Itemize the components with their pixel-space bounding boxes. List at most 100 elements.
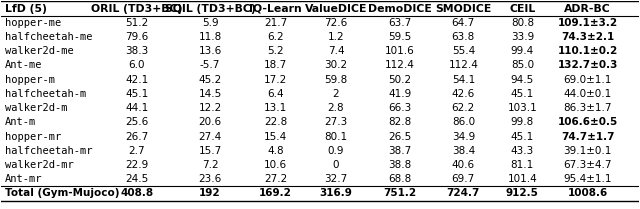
Text: 86.3±1.7: 86.3±1.7: [563, 103, 612, 113]
Text: LfD (5): LfD (5): [4, 4, 47, 14]
Text: 5.2: 5.2: [267, 46, 284, 56]
Text: 751.2: 751.2: [383, 188, 416, 198]
Text: 26.5: 26.5: [388, 131, 412, 141]
Text: 12.2: 12.2: [198, 103, 221, 113]
Text: 45.1: 45.1: [511, 131, 534, 141]
Text: 18.7: 18.7: [264, 60, 287, 70]
Text: 192: 192: [199, 188, 221, 198]
Text: 112.4: 112.4: [449, 60, 478, 70]
Text: 43.3: 43.3: [511, 146, 534, 156]
Text: ValueDICE: ValueDICE: [305, 4, 367, 14]
Text: 95.4±1.1: 95.4±1.1: [563, 174, 612, 184]
Text: 408.8: 408.8: [120, 188, 154, 198]
Text: 101.4: 101.4: [508, 174, 537, 184]
Text: 6.2: 6.2: [267, 32, 284, 42]
Text: 94.5: 94.5: [511, 75, 534, 85]
Text: 45.2: 45.2: [198, 75, 221, 85]
Text: 5.9: 5.9: [202, 18, 218, 28]
Text: 85.0: 85.0: [511, 60, 534, 70]
Text: hopper-m: hopper-m: [4, 75, 54, 85]
Text: Ant-m: Ant-m: [4, 117, 36, 127]
Text: 110.1±0.2: 110.1±0.2: [557, 46, 618, 56]
Text: 103.1: 103.1: [508, 103, 537, 113]
Text: 24.5: 24.5: [125, 174, 148, 184]
Text: 63.8: 63.8: [452, 32, 475, 42]
Text: 316.9: 316.9: [319, 188, 353, 198]
Text: 27.3: 27.3: [324, 117, 348, 127]
Text: 10.6: 10.6: [264, 160, 287, 170]
Text: hopper-me: hopper-me: [4, 18, 61, 28]
Text: 34.9: 34.9: [452, 131, 475, 141]
Text: 14.5: 14.5: [198, 89, 221, 99]
Text: CEIL: CEIL: [509, 4, 536, 14]
Text: 109.1±3.2: 109.1±3.2: [557, 18, 618, 28]
Text: 38.4: 38.4: [452, 146, 475, 156]
Text: 32.7: 32.7: [324, 174, 348, 184]
Text: 66.3: 66.3: [388, 103, 412, 113]
Text: walker2d-me: walker2d-me: [4, 46, 74, 56]
Text: 27.2: 27.2: [264, 174, 287, 184]
Text: -5.7: -5.7: [200, 60, 220, 70]
Text: ORIL (TD3+BC): ORIL (TD3+BC): [91, 4, 182, 14]
Text: walker2d-m: walker2d-m: [4, 103, 67, 113]
Text: 74.3±2.1: 74.3±2.1: [561, 32, 614, 42]
Text: SQIL (TD3+BC): SQIL (TD3+BC): [164, 4, 255, 14]
Text: 0.9: 0.9: [328, 146, 344, 156]
Text: 0: 0: [333, 160, 339, 170]
Text: 44.0±0.1: 44.0±0.1: [563, 89, 612, 99]
Text: 26.7: 26.7: [125, 131, 148, 141]
Text: 4.8: 4.8: [267, 146, 284, 156]
Text: 51.2: 51.2: [125, 18, 148, 28]
Text: 63.7: 63.7: [388, 18, 412, 28]
Text: 106.6±0.5: 106.6±0.5: [557, 117, 618, 127]
Text: 68.8: 68.8: [388, 174, 412, 184]
Text: 38.8: 38.8: [388, 160, 412, 170]
Text: 86.0: 86.0: [452, 117, 475, 127]
Text: 99.4: 99.4: [511, 46, 534, 56]
Text: 27.4: 27.4: [198, 131, 221, 141]
Text: 69.7: 69.7: [452, 174, 475, 184]
Text: 38.7: 38.7: [388, 146, 412, 156]
Text: 112.4: 112.4: [385, 60, 415, 70]
Text: 7.4: 7.4: [328, 46, 344, 56]
Text: Ant-mr: Ant-mr: [4, 174, 42, 184]
Text: halfcheetah-m: halfcheetah-m: [4, 89, 86, 99]
Text: 22.8: 22.8: [264, 117, 287, 127]
Text: 1008.6: 1008.6: [568, 188, 608, 198]
Text: 80.8: 80.8: [511, 18, 534, 28]
Text: DemoDICE: DemoDICE: [368, 4, 431, 14]
Text: SMODICE: SMODICE: [435, 4, 492, 14]
Text: 69.0±1.1: 69.0±1.1: [563, 75, 612, 85]
Text: 132.7±0.3: 132.7±0.3: [557, 60, 618, 70]
Text: 13.1: 13.1: [264, 103, 287, 113]
Text: 15.4: 15.4: [264, 131, 287, 141]
Text: 99.8: 99.8: [511, 117, 534, 127]
Text: 72.6: 72.6: [324, 18, 348, 28]
Text: 6.0: 6.0: [129, 60, 145, 70]
Text: 33.9: 33.9: [511, 32, 534, 42]
Text: 724.7: 724.7: [447, 188, 480, 198]
Text: 79.6: 79.6: [125, 32, 148, 42]
Text: Total (Gym-Mujoco): Total (Gym-Mujoco): [4, 188, 119, 198]
Text: 169.2: 169.2: [259, 188, 292, 198]
Text: 2: 2: [333, 89, 339, 99]
Text: hopper-mr: hopper-mr: [4, 131, 61, 141]
Text: 44.1: 44.1: [125, 103, 148, 113]
Text: 912.5: 912.5: [506, 188, 539, 198]
Text: 2.8: 2.8: [328, 103, 344, 113]
Text: 64.7: 64.7: [452, 18, 475, 28]
Text: 45.1: 45.1: [511, 89, 534, 99]
Text: 38.3: 38.3: [125, 46, 148, 56]
Text: 42.6: 42.6: [452, 89, 475, 99]
Text: 74.7±1.7: 74.7±1.7: [561, 131, 614, 141]
Text: 82.8: 82.8: [388, 117, 412, 127]
Text: 81.1: 81.1: [511, 160, 534, 170]
Text: IQ-Learn: IQ-Learn: [249, 4, 302, 14]
Text: 67.3±4.7: 67.3±4.7: [563, 160, 612, 170]
Text: 15.7: 15.7: [198, 146, 221, 156]
Text: walker2d-mr: walker2d-mr: [4, 160, 74, 170]
Text: 54.1: 54.1: [452, 75, 475, 85]
Text: 59.5: 59.5: [388, 32, 412, 42]
Text: 55.4: 55.4: [452, 46, 475, 56]
Text: 45.1: 45.1: [125, 89, 148, 99]
